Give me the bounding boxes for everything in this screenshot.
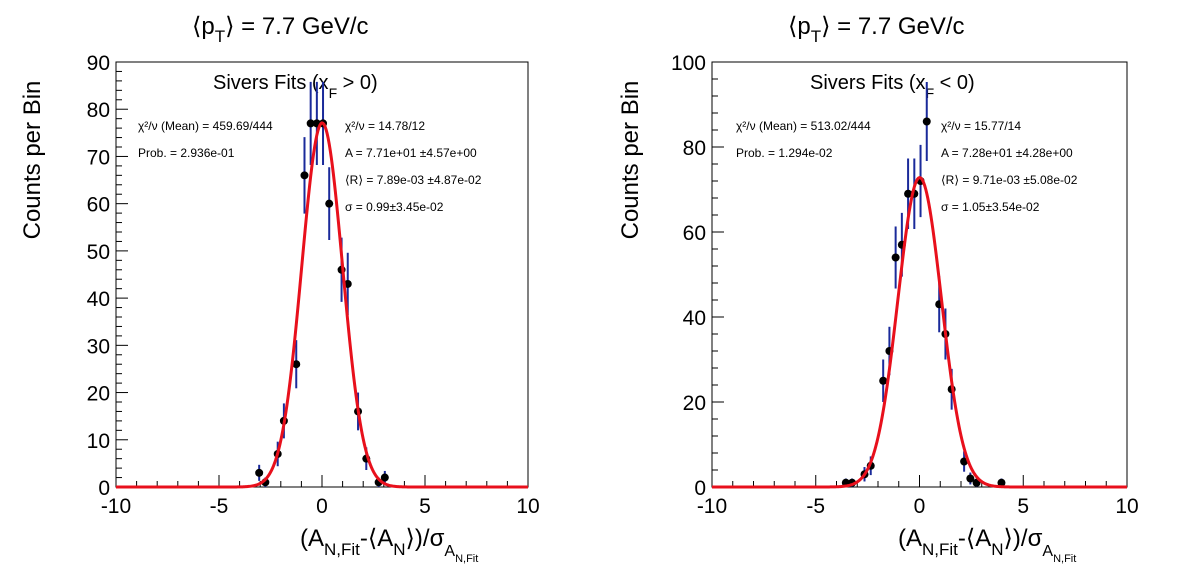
stat-chi2-mean: χ²/ν (Mean) = 459.69/444 (138, 119, 273, 133)
x-tick-label: -5 (210, 495, 229, 518)
y-tick-label: 50 (87, 241, 110, 264)
x-axis-label: (AN,Fit-⟨AN⟩)/σAN,Fit (898, 525, 1076, 565)
stat-chi2-fit: χ²/ν = 15.77/14 (941, 119, 1021, 133)
panel-header: ⟨pT⟩ = 7.7 GeV/c (192, 13, 369, 46)
data-point (891, 253, 900, 262)
y-tick-label: 60 (87, 194, 110, 217)
data-point (300, 171, 309, 180)
plot-title: Sivers Fits (xF < 0) (810, 72, 975, 101)
stat-probability: Prob. = 1.294e-02 (736, 146, 833, 160)
data-point (325, 199, 334, 208)
data-point (966, 474, 975, 483)
data-point (306, 119, 315, 128)
stat-amplitude: A = 7.71e+01 ±4.57e+00 (345, 146, 477, 160)
y-tick-label: 100 (671, 52, 706, 75)
stat-mean-r: ⟨R⟩ = 7.89e-03 ±4.87e-02 (345, 173, 482, 187)
y-tick-label: 20 (87, 383, 110, 406)
data-point (255, 468, 264, 477)
plot-title: Sivers Fits (xF > 0) (213, 72, 378, 101)
y-tick-label: 40 (683, 307, 706, 330)
panel-header: ⟨pT⟩ = 7.7 GeV/c (788, 13, 965, 46)
chart-panel-xf-negative: ⟨pT⟩ = 7.7 GeV/c Counts per Bin (AN,Fit-… (617, 13, 1139, 565)
x-tick-label: -10 (697, 495, 727, 518)
fit-curve (712, 176, 1127, 489)
data-point (997, 478, 1006, 487)
fit-curve (116, 121, 528, 489)
y-tick-label: 70 (87, 146, 110, 169)
x-tick-label: -5 (806, 495, 825, 518)
y-tick-label: 40 (87, 288, 110, 311)
data-point (879, 376, 888, 385)
plot-area: -10 -5 0 5 10 0 10 20 30 40 50 60 70 80 90 (87, 52, 540, 518)
y-axis-label: Counts per Bin (617, 81, 644, 240)
stat-chi2-mean: χ²/ν (Mean) = 513.02/444 (736, 119, 871, 133)
stat-chi2-fit: χ²/ν = 14.78/12 (345, 119, 425, 133)
y-tick-label: 90 (87, 52, 110, 75)
y-tick-label: 80 (683, 137, 706, 160)
data-point (922, 117, 931, 126)
stat-amplitude: A = 7.28e+01 ±4.28e+00 (941, 146, 1073, 160)
data-point (380, 473, 389, 482)
x-tick-label: 10 (1115, 495, 1138, 518)
x-tick-label: -10 (101, 495, 131, 518)
stat-sigma: σ = 0.99±3.45e-02 (345, 200, 444, 214)
x-tick-label: 10 (516, 495, 539, 518)
data-point (292, 360, 301, 369)
y-axis-label: Counts per Bin (19, 81, 46, 240)
y-tick-label: 10 (87, 430, 110, 453)
y-tick-label: 60 (683, 222, 706, 245)
x-tick-label: 0 (316, 495, 328, 518)
x-tick-label: 5 (419, 495, 431, 518)
data-point (904, 189, 913, 198)
y-tick-label: 0 (98, 477, 110, 500)
y-tick-label: 80 (87, 99, 110, 122)
y-tick-label: 0 (694, 477, 706, 500)
y-tick-label: 20 (683, 392, 706, 415)
x-tick-label: 0 (914, 495, 926, 518)
x-tick-label: 5 (1017, 495, 1029, 518)
x-axis-label: (AN,Fit-⟨AN⟩)/σAN,Fit (300, 525, 478, 565)
chart-panel-xf-positive: ⟨pT⟩ = 7.7 GeV/c Counts per Bin (AN,Fit-… (19, 13, 540, 565)
y-tick-label: 30 (87, 335, 110, 358)
stat-mean-r: ⟨R⟩ = 9.71e-03 ±5.08e-02 (941, 173, 1078, 187)
stat-sigma: σ = 1.05±3.54e-02 (941, 200, 1040, 214)
stat-probability: Prob. = 2.936e-01 (138, 146, 235, 160)
